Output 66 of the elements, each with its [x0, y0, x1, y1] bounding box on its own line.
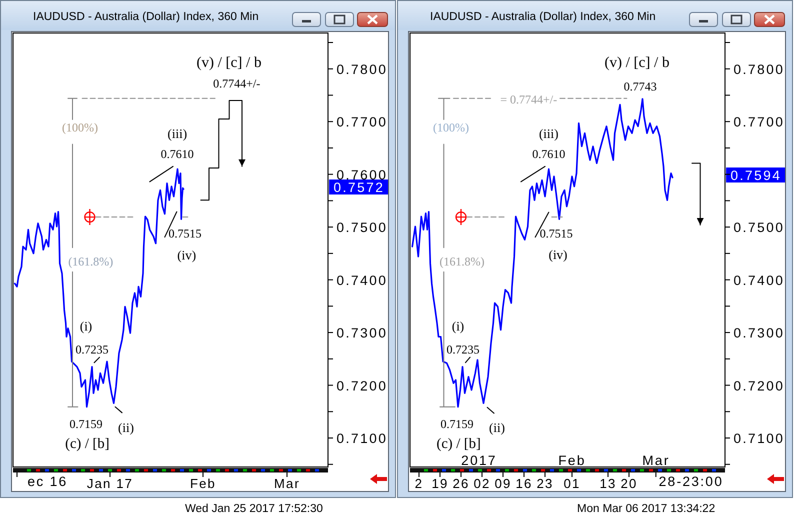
x-tick-label: 2: [414, 476, 424, 491]
x-tick-label: 23: [536, 476, 554, 491]
x-tick-label: 13: [600, 476, 616, 491]
annotation: 0.7610: [160, 147, 194, 161]
annotation: (161.8%): [440, 254, 484, 269]
x-tick-label: 26: [452, 476, 470, 491]
annotation: (i): [80, 318, 92, 334]
x-tick-label: Jan 17: [86, 476, 134, 491]
y-tick-label: 0.7800: [734, 62, 784, 77]
y-tick-label: 0.7500: [734, 220, 784, 236]
annotation: 0.7744+/-: [213, 76, 260, 90]
y-tick-label: 0.7400: [734, 272, 784, 288]
annotation: (v) / [c] / b: [604, 55, 670, 71]
chart-title: IAUDUSD - Australia (Dollar) Index, 360 Min: [430, 11, 656, 23]
y-tick-label: 0.7800: [336, 62, 388, 77]
annotation: 0.7743: [624, 80, 657, 94]
y-tick-label: 0.7700: [336, 114, 388, 130]
annotation: 0.7159: [70, 417, 102, 431]
x-tick-label: 16: [516, 476, 532, 491]
annotation: (iv): [548, 246, 568, 262]
annotation: (c) / [b]: [436, 436, 481, 452]
annotation: (iii): [538, 126, 558, 141]
y-tick-label: 0.7200: [336, 378, 388, 394]
annotation: 0.7610: [532, 147, 566, 161]
y-tick-label: 0.7300: [336, 326, 388, 341]
text: 0.7594: [730, 168, 782, 183]
annotation: (i): [452, 318, 464, 334]
annotation: 0.7515: [540, 226, 573, 240]
y-tick-label: 0.7100: [734, 430, 784, 446]
annotation: (c) / [b]: [65, 436, 110, 452]
text: 28-23:00: [658, 474, 724, 489]
x-tick-label: 02: [474, 476, 490, 491]
annotation: (ii): [489, 420, 505, 435]
annotation: 0.7235: [446, 342, 480, 356]
chart-title: IAUDUSD - Australia (Dollar) Index, 360 Min: [33, 11, 259, 23]
y-tick-label: 0.7200: [734, 378, 784, 394]
y-tick-label: 0.7100: [336, 430, 388, 446]
annotation: (161.8%): [68, 254, 114, 269]
x2-tick-label: Feb: [558, 453, 586, 468]
x-tick-label: Mar: [274, 476, 300, 491]
x2-tick-label: Mar: [642, 453, 670, 468]
x-tick-label: 19: [432, 476, 448, 491]
annotation: (100%): [62, 120, 98, 134]
annotation: 0.7159: [440, 417, 474, 431]
y-tick-label: 0.7500: [336, 220, 388, 236]
x2-tick-label: 2017: [461, 453, 497, 468]
text: Mon Mar 06 2017 13:34:22: [577, 503, 716, 515]
annotation: (iv): [177, 248, 196, 262]
y-tick-label: 0.7400: [336, 272, 388, 288]
y-tick-label: 0.7700: [734, 114, 784, 130]
x-tick-label: 01: [564, 476, 580, 491]
annotation: (iii): [168, 126, 188, 141]
y-tick-label: 0.7300: [734, 326, 784, 341]
x-tick-label: 20: [620, 476, 638, 491]
annotation: 0.7515: [168, 226, 202, 240]
annotation: 0.7235: [76, 342, 108, 356]
text: ec 16: [27, 474, 68, 489]
y-tick-label: 0.7600: [336, 167, 388, 182]
annotation: (v) / [c] / b: [196, 55, 262, 71]
annotation: = 0.7744+/-: [500, 92, 558, 106]
x-tick-label: 09: [494, 476, 512, 491]
text: 0.7572: [334, 180, 384, 195]
text: Wed Jan 25 2017 17:52:30: [185, 503, 323, 515]
x-tick-label: Feb: [190, 476, 216, 491]
annotation: (ii): [118, 420, 134, 435]
annotation: (100%): [433, 120, 469, 134]
